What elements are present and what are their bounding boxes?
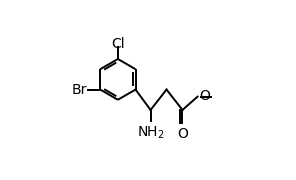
Text: O: O [177, 127, 188, 141]
Text: Br: Br [71, 83, 87, 96]
Text: Cl: Cl [111, 37, 125, 51]
Text: O: O [200, 89, 210, 103]
Text: NH$_2$: NH$_2$ [137, 125, 164, 141]
